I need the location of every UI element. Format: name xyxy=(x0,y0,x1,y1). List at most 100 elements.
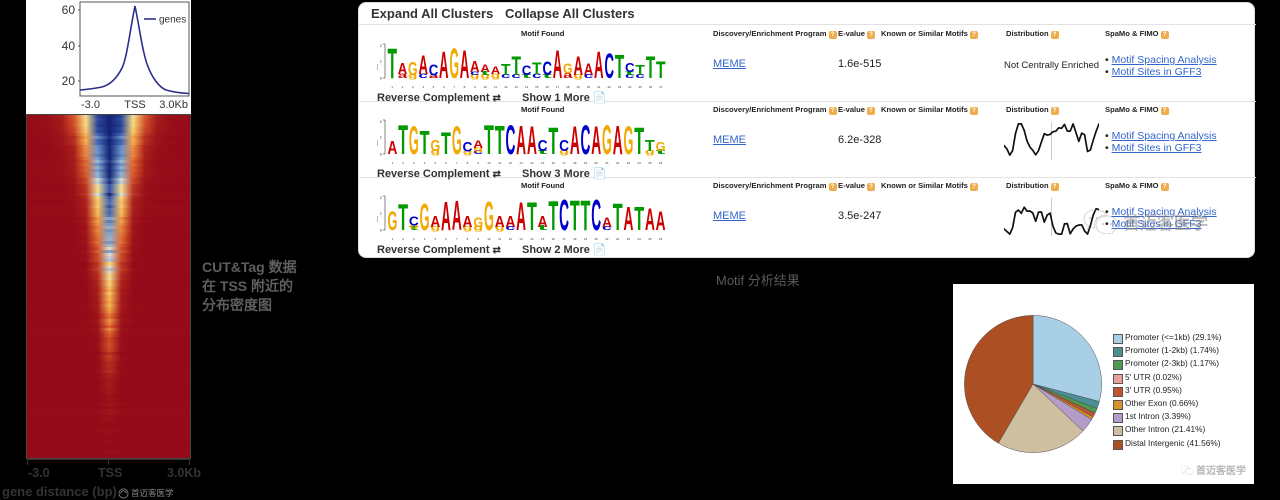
svg-text:G: G xyxy=(484,193,494,239)
svg-text:G: G xyxy=(430,138,440,155)
svg-text:18: 18 xyxy=(566,85,570,89)
svg-text:C: C xyxy=(559,138,569,155)
svg-text:T: T xyxy=(548,120,558,162)
svg-text:A: A xyxy=(398,61,408,78)
svg-text:A: A xyxy=(473,139,483,151)
svg-text:15: 15 xyxy=(541,237,545,241)
svg-text:60: 60 xyxy=(62,3,76,17)
svg-text:3: 3 xyxy=(413,237,415,241)
svg-text:G: G xyxy=(420,196,430,238)
svg-text:20: 20 xyxy=(62,74,76,88)
svg-text:14: 14 xyxy=(530,161,534,165)
svg-text:9: 9 xyxy=(477,237,479,241)
svg-text:0: 0 xyxy=(380,76,383,81)
svg-text:C: C xyxy=(505,116,515,163)
svg-text:C: C xyxy=(581,116,591,163)
svg-text:T: T xyxy=(532,59,542,78)
svg-text:26: 26 xyxy=(659,161,663,165)
svg-text:24: 24 xyxy=(628,85,632,89)
svg-text:23: 23 xyxy=(618,85,622,89)
svg-text:17: 17 xyxy=(556,85,560,89)
svg-text:G: G xyxy=(452,119,462,163)
svg-text:A: A xyxy=(516,117,526,163)
svg-text:A: A xyxy=(553,43,563,87)
svg-text:T: T xyxy=(635,62,645,79)
svg-text:C: C xyxy=(538,138,548,155)
svg-text:2: 2 xyxy=(402,85,404,89)
svg-text:27: 27 xyxy=(659,85,663,89)
svg-text:T: T xyxy=(634,201,644,238)
svg-text:C: C xyxy=(429,62,439,79)
svg-text:16: 16 xyxy=(546,85,550,89)
svg-text:A: A xyxy=(570,119,580,163)
svg-text:A: A xyxy=(527,119,537,163)
svg-text:C: C xyxy=(463,139,473,154)
svg-text:19: 19 xyxy=(584,161,588,165)
svg-text:-3.0: -3.0 xyxy=(81,99,100,111)
svg-text:C: C xyxy=(522,63,532,78)
svg-text:12: 12 xyxy=(504,85,508,89)
svg-text:8: 8 xyxy=(467,161,469,165)
svg-text:24: 24 xyxy=(638,161,642,165)
svg-text:22: 22 xyxy=(616,237,620,241)
svg-text:15: 15 xyxy=(541,161,545,165)
svg-text:T: T xyxy=(387,40,397,88)
svg-text:T: T xyxy=(613,196,623,238)
svg-text:17: 17 xyxy=(562,161,566,165)
svg-text:T: T xyxy=(548,192,558,239)
svg-text:18: 18 xyxy=(573,161,577,165)
svg-text:19: 19 xyxy=(584,237,588,241)
svg-text:A: A xyxy=(463,214,473,231)
svg-text:11: 11 xyxy=(498,161,501,165)
svg-text:0: 0 xyxy=(380,152,383,157)
svg-text:25: 25 xyxy=(639,85,643,89)
svg-text:bits: bits xyxy=(377,140,379,146)
svg-text:2: 2 xyxy=(380,119,383,124)
svg-text:11: 11 xyxy=(494,85,497,89)
svg-text:A: A xyxy=(460,43,470,87)
svg-text:T: T xyxy=(570,192,580,240)
svg-text:bits: bits xyxy=(377,216,379,222)
svg-text:A: A xyxy=(516,195,526,239)
svg-text:A: A xyxy=(491,65,501,77)
svg-text:G: G xyxy=(656,140,666,154)
svg-text:C: C xyxy=(409,215,419,229)
svg-text:1: 1 xyxy=(392,237,394,241)
svg-text:C: C xyxy=(625,61,635,75)
svg-text:22: 22 xyxy=(608,85,612,89)
svg-text:A: A xyxy=(480,63,490,75)
svg-text:A: A xyxy=(594,44,604,86)
svg-text:C: C xyxy=(542,58,552,80)
svg-text:A: A xyxy=(418,50,428,80)
svg-text:A: A xyxy=(645,202,655,237)
svg-text:TSS: TSS xyxy=(124,99,145,111)
svg-text:19: 19 xyxy=(577,85,581,89)
svg-text:5: 5 xyxy=(433,85,435,89)
svg-text:13: 13 xyxy=(515,85,519,89)
svg-text:G: G xyxy=(623,119,633,163)
svg-text:A: A xyxy=(584,60,594,79)
svg-text:genes: genes xyxy=(159,15,186,26)
svg-text:13: 13 xyxy=(519,237,523,241)
svg-text:T: T xyxy=(398,197,408,238)
svg-text:13: 13 xyxy=(519,161,523,165)
svg-text:16: 16 xyxy=(552,237,556,241)
svg-text:A: A xyxy=(439,44,449,86)
svg-text:G: G xyxy=(409,119,419,163)
svg-text:9: 9 xyxy=(474,85,476,89)
svg-text:A: A xyxy=(441,193,451,239)
svg-text:24: 24 xyxy=(638,237,642,241)
svg-text:2: 2 xyxy=(380,43,383,48)
svg-text:14: 14 xyxy=(525,85,529,89)
svg-text:3.0Kb: 3.0Kb xyxy=(159,99,188,111)
svg-text:26: 26 xyxy=(659,237,663,241)
svg-text:20: 20 xyxy=(595,161,599,165)
svg-text:18: 18 xyxy=(573,237,577,241)
svg-text:G: G xyxy=(563,61,573,78)
svg-text:10: 10 xyxy=(487,161,491,165)
svg-text:T: T xyxy=(656,58,666,84)
svg-text:10: 10 xyxy=(484,85,488,89)
svg-text:0: 0 xyxy=(380,228,383,233)
svg-text:22: 22 xyxy=(616,161,620,165)
svg-text:1: 1 xyxy=(380,59,383,64)
